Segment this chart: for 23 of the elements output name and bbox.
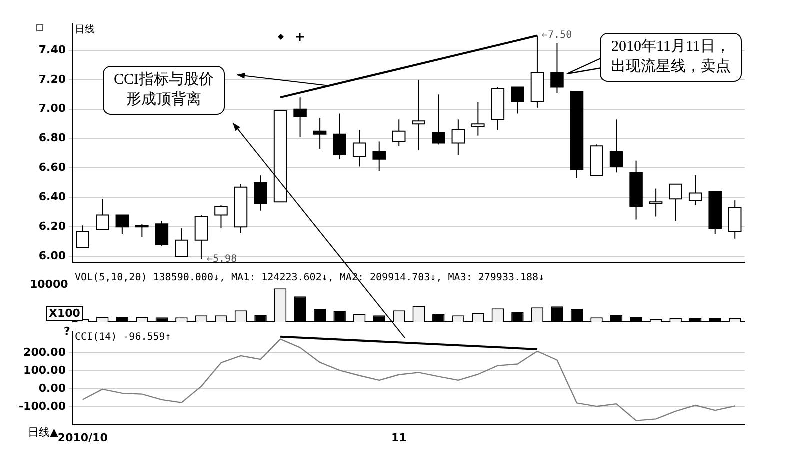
y-tick-label: 7.00	[38, 102, 66, 116]
text: 10000	[30, 278, 68, 292]
y-tick-label: 7.40	[38, 43, 66, 56]
chart-title: 日线	[75, 24, 95, 36]
x-tick-label: 11	[391, 431, 407, 444]
chart-title: CCI(14) -96.559↑	[75, 332, 172, 344]
y-tick-label: 200.00	[24, 346, 66, 359]
text: ?	[64, 325, 70, 338]
y-tick-label: 0.00	[38, 382, 66, 395]
y-tick-label: 6.00	[38, 249, 66, 262]
y-tick-label: 6.40	[38, 190, 66, 204]
annotation: ←7.50	[542, 30, 572, 42]
y-tick-label: 6.60	[38, 161, 66, 174]
y-tick-label: 100.00	[24, 364, 66, 377]
y-tick-label: -100.00	[18, 400, 66, 413]
x-tick-label: 2010/10	[58, 431, 108, 444]
y-tick-label: 6.20	[38, 220, 66, 233]
annotation: CCI指标与股价形成顶背离	[103, 66, 225, 114]
annotation: X100	[46, 306, 84, 322]
annotation: 2010年11月11日，出现流星线，卖点	[600, 33, 742, 82]
text: 日线▲	[28, 426, 58, 440]
y-tick-label: 6.80	[38, 132, 66, 145]
y-tick-label: 7.20	[38, 72, 66, 86]
